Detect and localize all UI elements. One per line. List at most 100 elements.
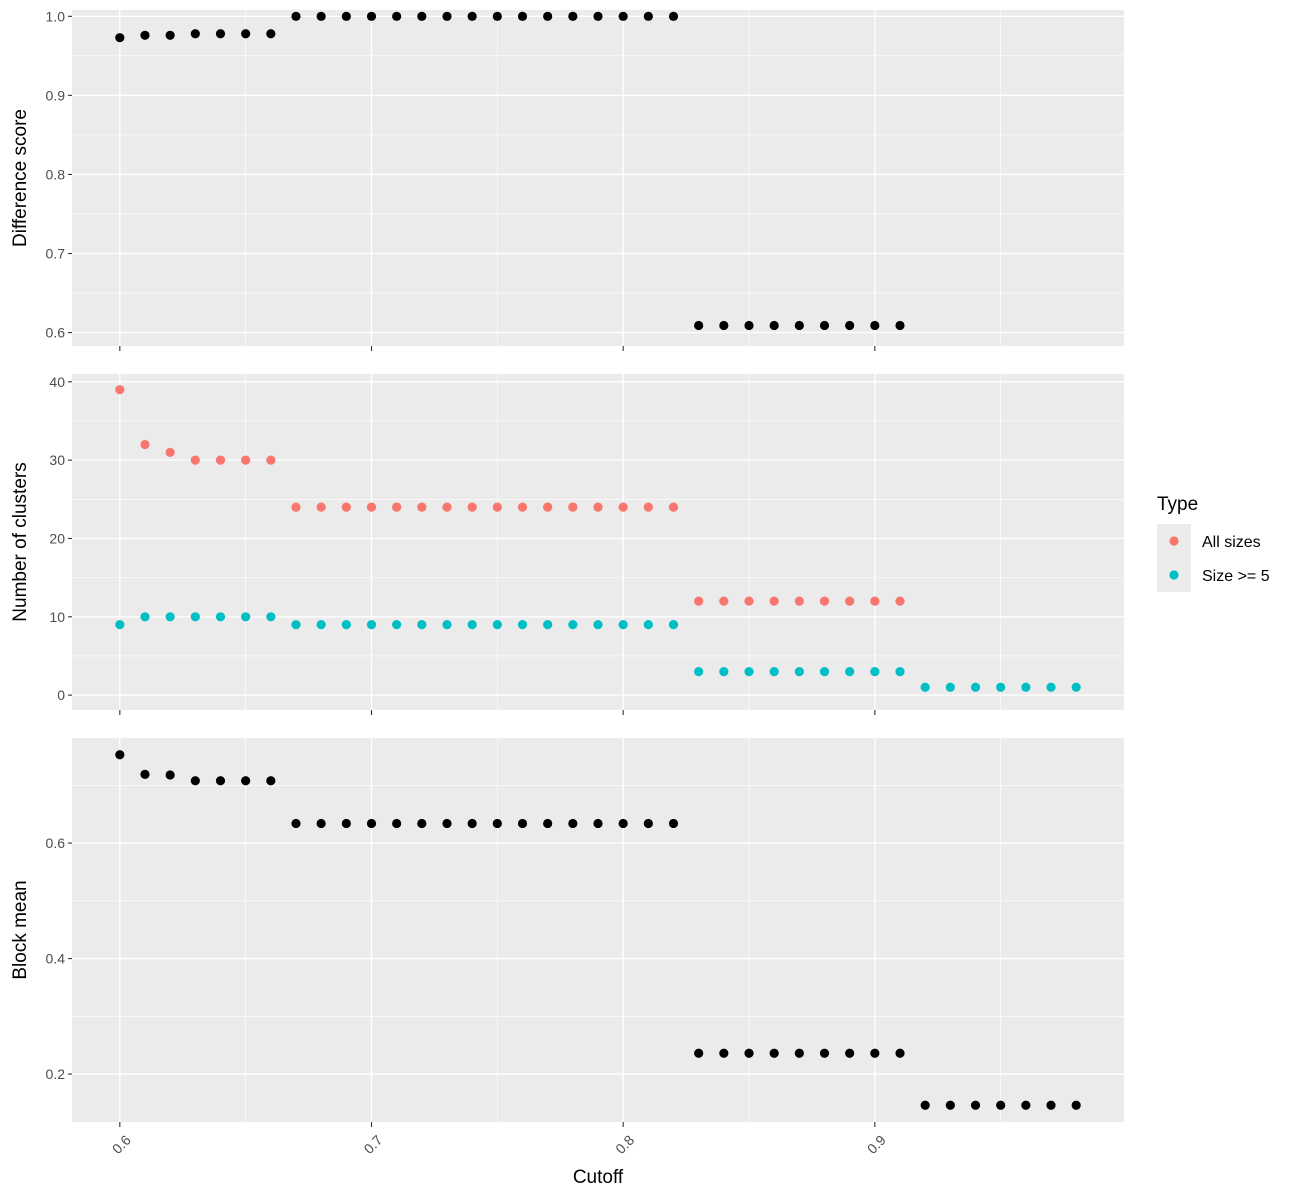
data-point — [568, 11, 578, 21]
legend-entry-label: Size >= 5 — [1202, 568, 1270, 585]
data-point — [341, 620, 351, 630]
data-point — [870, 596, 880, 606]
panel-2: 0 10 20 30 40 Number of clusters — [10, 374, 1124, 715]
panel-1: 0.6 0.7 0.8 0.9 1.0 Difference score — [10, 8, 1124, 351]
data-point — [517, 620, 528, 630]
data-point — [694, 1048, 704, 1058]
legend-key-dot — [1169, 570, 1179, 580]
legend-entry-label: All sizes — [1202, 534, 1261, 551]
series-1 — [115, 385, 905, 606]
data-point — [417, 11, 427, 21]
data-point — [341, 11, 351, 21]
data-point — [668, 818, 679, 829]
data-point — [719, 596, 729, 606]
data-point — [794, 596, 804, 606]
panels-layer: 0.6 0.7 0.8 0.9 1.0 Difference score 0 10 20 30 40… — [10, 8, 1124, 1157]
data-point — [316, 11, 326, 21]
data-point — [794, 667, 804, 677]
data-point — [215, 29, 226, 39]
data-point — [568, 818, 578, 829]
data-point — [845, 667, 855, 677]
data-point — [744, 667, 754, 677]
data-point — [618, 502, 628, 512]
data-point — [115, 750, 125, 760]
data-point — [970, 682, 981, 692]
data-point — [366, 620, 377, 630]
data-point — [870, 1048, 880, 1058]
data-point — [215, 612, 226, 622]
data-point — [366, 502, 377, 512]
data-point — [467, 11, 477, 21]
data-point — [694, 596, 704, 606]
panel-background — [72, 374, 1124, 710]
y-axis-title: Difference score — [10, 109, 31, 247]
data-point — [492, 11, 502, 21]
data-point — [417, 818, 427, 829]
data-point — [668, 620, 679, 630]
x-tick-label: 0.6 — [109, 1132, 134, 1157]
data-point — [266, 776, 276, 786]
data-point — [819, 596, 830, 606]
data-point — [392, 620, 402, 630]
data-point — [694, 320, 704, 331]
data-point — [392, 818, 402, 829]
data-point — [492, 620, 502, 630]
data-point — [920, 682, 930, 692]
data-point — [291, 502, 301, 512]
data-point — [140, 769, 150, 779]
data-point — [643, 620, 653, 630]
data-point — [417, 502, 427, 512]
series-1 — [115, 11, 905, 331]
data-point — [140, 439, 150, 450]
data-point — [895, 320, 905, 331]
data-point — [593, 818, 603, 829]
data-point — [845, 596, 855, 606]
data-point — [140, 30, 150, 40]
data-point — [543, 11, 553, 21]
data-point — [996, 1100, 1006, 1110]
data-point — [316, 620, 326, 630]
data-point — [895, 596, 905, 606]
data-point — [769, 596, 779, 606]
data-point — [870, 320, 880, 331]
data-point — [241, 612, 251, 622]
data-point — [668, 11, 679, 21]
legend-key-background — [1157, 524, 1191, 592]
data-point — [241, 29, 251, 39]
data-point — [719, 1048, 729, 1058]
data-point — [945, 682, 955, 692]
y-tick-label: 0.6 — [46, 325, 66, 341]
data-point — [694, 667, 704, 677]
data-point — [392, 502, 402, 512]
data-point — [291, 818, 301, 829]
data-point — [241, 776, 251, 786]
data-point — [618, 620, 628, 630]
data-point — [593, 11, 603, 21]
data-point — [819, 667, 830, 677]
data-point — [769, 320, 779, 331]
data-point — [215, 776, 226, 786]
series-1 — [115, 750, 1081, 1110]
data-point — [140, 612, 150, 622]
data-point — [165, 447, 175, 457]
data-point — [1071, 682, 1081, 692]
y-tick-label: 1.0 — [46, 8, 66, 24]
data-point — [643, 11, 653, 21]
y-tick-label: 0.7 — [46, 246, 66, 262]
data-point — [945, 1100, 955, 1110]
panel-3: 0.2 0.4 0.6 0.6 0.7 0.8 0.9 Block mean — [10, 738, 1124, 1157]
data-point — [115, 620, 125, 630]
y-tick-label: 0.4 — [46, 951, 66, 967]
data-point — [719, 320, 729, 331]
data-point — [266, 29, 276, 39]
legend-title: Type — [1157, 494, 1198, 515]
y-tick-label: 10 — [49, 609, 65, 625]
y-tick-label: 40 — [49, 374, 65, 390]
y-tick-label: 0.2 — [46, 1066, 66, 1082]
data-point — [215, 455, 226, 465]
legend: Type All sizes Size >= 5 — [1157, 494, 1270, 592]
data-point — [618, 818, 628, 829]
data-point — [593, 502, 603, 512]
data-point — [190, 29, 200, 39]
data-point — [442, 620, 452, 630]
